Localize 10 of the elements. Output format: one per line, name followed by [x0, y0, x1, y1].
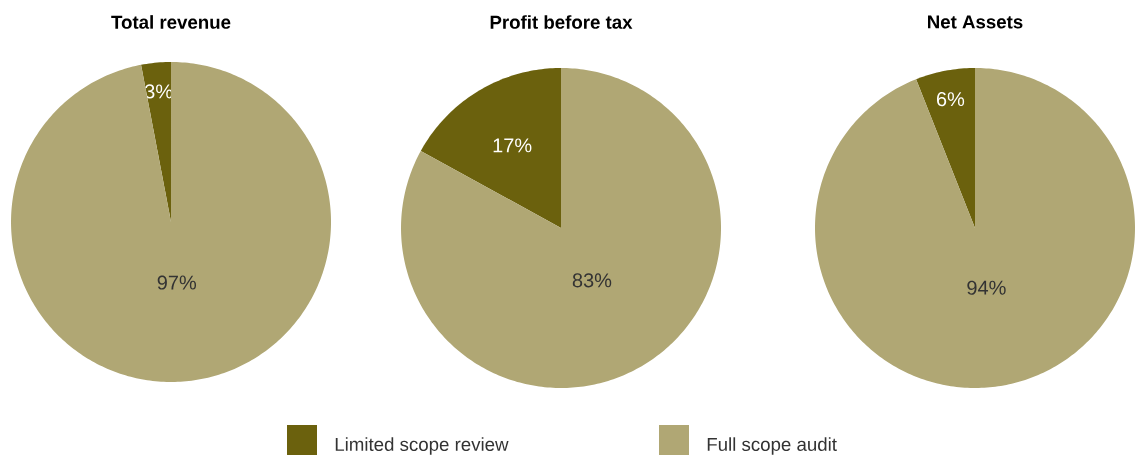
- chart-title: Total revenue: [111, 15, 231, 29]
- legend-label: Full scope audit: [707, 437, 837, 455]
- chart-title: Profit before tax: [490, 15, 633, 29]
- data-label: 97%: [157, 275, 197, 290]
- data-label: 94%: [967, 280, 1006, 295]
- legend-label: Limited scope review: [335, 437, 509, 455]
- chart-title: Net Assets: [928, 15, 1023, 29]
- data-label: 6%: [936, 92, 965, 107]
- data-label: 83%: [572, 273, 612, 288]
- data-label: 17%: [493, 138, 532, 153]
